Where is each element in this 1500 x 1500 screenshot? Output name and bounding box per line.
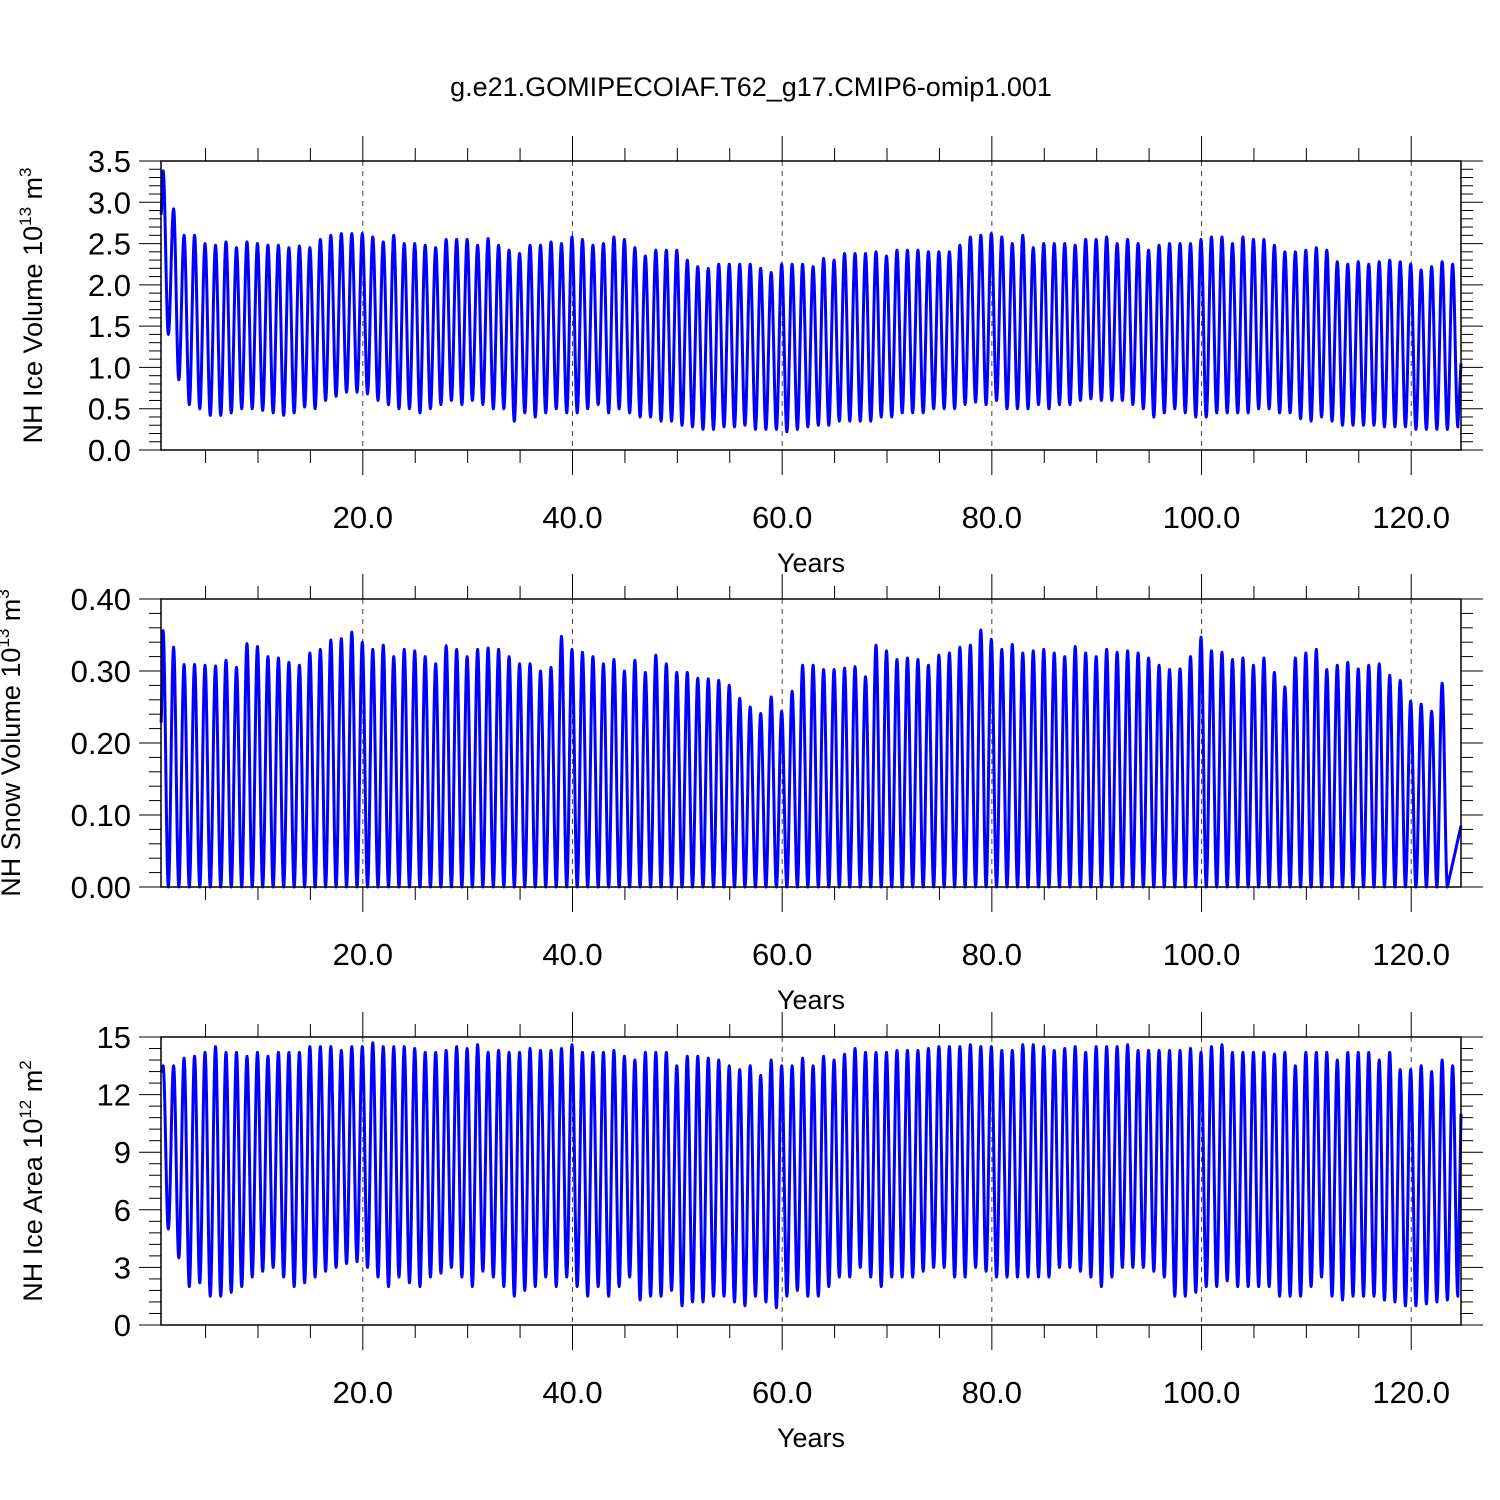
- y-tick-label: 0.5: [88, 392, 131, 427]
- y-tick-label: 3.0: [88, 185, 131, 220]
- y-tick-label: 0.30: [71, 654, 131, 689]
- y-tick-label: 9: [114, 1135, 131, 1170]
- x-tick-label: 20.0: [333, 500, 393, 535]
- y-tick-label: 3: [114, 1250, 131, 1285]
- y-tick-label: 0: [114, 1308, 131, 1343]
- y-tick-label: 6: [114, 1193, 131, 1228]
- x-tick-label: 80.0: [962, 937, 1022, 972]
- y-tick-label: 1.5: [88, 309, 131, 344]
- x-tick-label: 20.0: [333, 937, 393, 972]
- x-tick-label: 40.0: [542, 1375, 602, 1410]
- y-axis-label: NH Ice Area 1012 m2: [16, 1060, 48, 1301]
- x-tick-label: 100.0: [1163, 937, 1241, 972]
- y-tick-label: 0.40: [71, 582, 131, 617]
- x-axis-label: Years: [777, 1423, 845, 1453]
- series-line: [159, 1041, 1463, 1310]
- x-tick-label: 120.0: [1372, 937, 1450, 972]
- figure-title: g.e21.GOMIPECOIAF.T62_g17.CMIP6-omip1.00…: [450, 72, 1052, 102]
- x-tick-label: 40.0: [542, 500, 602, 535]
- y-tick-label: 12: [97, 1078, 131, 1113]
- x-axis-label: Years: [777, 985, 845, 1015]
- series-line: [159, 628, 1463, 889]
- x-tick-label: 60.0: [752, 1375, 812, 1410]
- y-tick-label: 3.5: [88, 144, 131, 179]
- y-tick-label: 2.5: [88, 227, 131, 262]
- x-tick-label: 120.0: [1372, 1375, 1450, 1410]
- chart-panel-1: 20.0 40.0 60.0 80.0 100.0 120.0 Years 0.0 0.5 1.0…: [16, 136, 1483, 578]
- plot-frame: [160, 160, 1462, 451]
- x-tick-label: 100.0: [1163, 1375, 1241, 1410]
- y-tick-label: 0.00: [71, 870, 131, 905]
- y-tick-label: 2.0: [88, 268, 131, 303]
- x-tick-label: 100.0: [1163, 500, 1241, 535]
- y-tick-label: 1.0: [88, 350, 131, 385]
- y-tick-label: 0.0: [88, 433, 131, 468]
- series-line: [159, 169, 1463, 434]
- x-tick-label: 60.0: [752, 500, 812, 535]
- x-tick-label: 80.0: [962, 500, 1022, 535]
- chart-panel-2: 20.0 40.0 60.0 80.0 100.0 120.0 Years 0.00 0.10 0…: [0, 574, 1483, 1015]
- y-axis-label: NH Snow Volume 1013 m3: [0, 589, 26, 897]
- y-tick-label: 15: [97, 1020, 131, 1055]
- y-axis-label: NH Ice Volume 1013 m3: [16, 168, 48, 444]
- x-tick-label: 20.0: [333, 1375, 393, 1410]
- y-tick-label: 0.20: [71, 726, 131, 761]
- x-tick-label: 120.0: [1372, 500, 1450, 535]
- x-tick-label: 40.0: [542, 937, 602, 972]
- chart-panel-3: 20.0 40.0 60.0 80.0 100.0 120.0 Years 0 3 6 9 12 15 N…: [16, 1012, 1483, 1453]
- plot-frame: [160, 1036, 1462, 1326]
- y-tick-label: 0.10: [71, 798, 131, 833]
- x-tick-label: 60.0: [752, 937, 812, 972]
- x-axis-label: Years: [777, 548, 845, 578]
- x-tick-label: 80.0: [962, 1375, 1022, 1410]
